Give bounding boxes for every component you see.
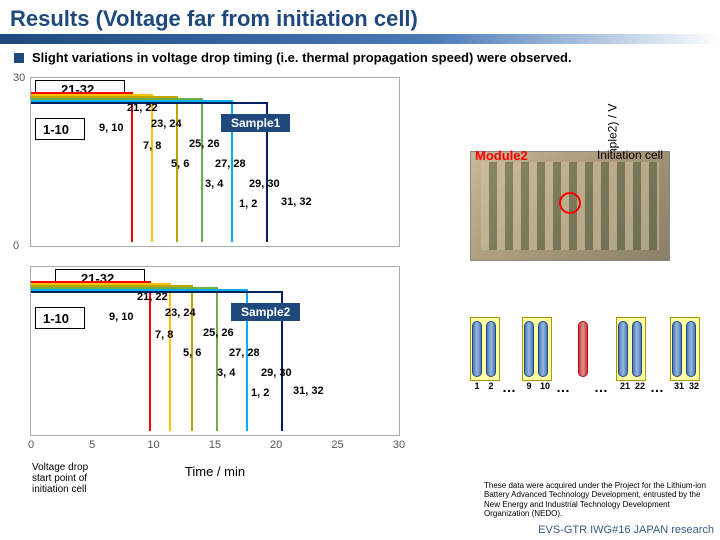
cell-num: 9	[526, 381, 531, 391]
bullet-row: Slight variations in voltage drop timing…	[0, 48, 720, 71]
cell-num: 10	[540, 381, 550, 391]
cell-icon	[538, 321, 548, 377]
dots-icon: …	[556, 379, 570, 395]
trace-label: 31, 32	[281, 196, 312, 208]
credits: These data were acquired under the Proje…	[484, 481, 714, 518]
step-drop	[149, 281, 151, 431]
trace-label: 23, 24	[151, 118, 182, 130]
chart-sample1: Voltage (Sample2) / V 0 30 21-32 1-10 21…	[30, 77, 400, 247]
trace-label: 31, 32	[293, 385, 324, 397]
dots-icon: …	[650, 379, 664, 395]
cell-icon	[524, 321, 534, 377]
trace-label: 23, 24	[165, 307, 196, 319]
cell-icon	[618, 321, 628, 377]
cell-icon	[632, 321, 642, 377]
trace-label: 27, 28	[229, 347, 260, 359]
xtick: 20	[270, 439, 282, 451]
trace-label: 21, 22	[127, 102, 158, 114]
step-drop	[169, 283, 171, 431]
trace-label: 9, 10	[109, 311, 133, 323]
chart-zone: Voltage (Sample1) / V Voltage (Sample2) …	[0, 71, 460, 501]
title-bar	[0, 34, 720, 44]
cell-num: 2	[488, 381, 493, 391]
chart-sample2: 0 5 10 15 20 25 30 Time / min 21-32 1-10	[30, 266, 400, 436]
cell-num: 32	[689, 381, 699, 391]
xtick: 5	[89, 439, 95, 451]
footer: EVS-GTR IWG#16 JAPAN research	[538, 524, 714, 536]
trace-label: 27, 28	[215, 158, 246, 170]
cell-num: 1	[474, 381, 479, 391]
dots-icon: …	[502, 379, 516, 395]
trace-label: 29, 30	[261, 367, 292, 379]
cells-diagram: 1 2 … 9 10 … … 21 22 … 31 32	[470, 311, 710, 401]
cell-num: 21	[620, 381, 630, 391]
step-drop	[216, 287, 218, 431]
box-label: 1-10	[43, 122, 69, 137]
module-photo: Module2 Initiation cell	[470, 151, 670, 261]
footnote: Voltage drop start point of initiation c…	[32, 462, 88, 495]
initiation-label: Initiation cell	[597, 148, 663, 162]
step-drop	[201, 98, 203, 242]
cell-icon	[686, 321, 696, 377]
right-column: Module2 Initiation cell 1 2 … 9 10 … … 2…	[470, 151, 710, 401]
trace-label: 3, 4	[205, 178, 223, 190]
xtick: 25	[331, 439, 343, 451]
trace-label: 25, 26	[203, 327, 234, 339]
bullet-square-icon	[14, 53, 24, 63]
sample2-tag: Sample2	[231, 303, 300, 321]
ytick: 0	[13, 240, 19, 252]
trace-label: 3, 4	[217, 367, 235, 379]
trace-label: 5, 6	[171, 158, 189, 170]
initiation-circle-icon	[559, 192, 581, 214]
trace-label: 7, 8	[143, 140, 161, 152]
trace-label: 25, 26	[189, 138, 220, 150]
initiation-cell-icon	[578, 321, 588, 377]
step-drop	[131, 92, 133, 242]
trace-label: 1, 2	[251, 387, 269, 399]
cell-icon	[472, 321, 482, 377]
cell-num: 22	[635, 381, 645, 391]
trace-label: 9, 10	[99, 122, 123, 134]
cell-icon	[672, 321, 682, 377]
xtick: 0	[28, 439, 34, 451]
cell-num: 31	[674, 381, 684, 391]
page-title: Results (Voltage far from initiation cel…	[0, 0, 720, 34]
module-label: Module2	[475, 148, 528, 163]
trace-label: 1, 2	[239, 198, 257, 210]
trace-label: 5, 6	[183, 347, 201, 359]
xtick: 10	[147, 439, 159, 451]
box-label: 1-10	[43, 311, 69, 326]
xtick: 30	[393, 439, 405, 451]
cell-icon	[486, 321, 496, 377]
dots-icon: …	[594, 379, 608, 395]
xtick: 15	[209, 439, 221, 451]
bullet-text: Slight variations in voltage drop timing…	[32, 50, 572, 65]
content-area: Voltage (Sample1) / V Voltage (Sample2) …	[0, 71, 720, 501]
sample1-tag: Sample1	[221, 114, 290, 132]
trace-label: 21, 22	[137, 291, 168, 303]
step-drop	[151, 94, 153, 242]
ytick: 30	[13, 72, 25, 84]
x-axis-label: Time / min	[185, 464, 245, 479]
trace-label: 7, 8	[155, 329, 173, 341]
trace-label: 29, 30	[249, 178, 280, 190]
